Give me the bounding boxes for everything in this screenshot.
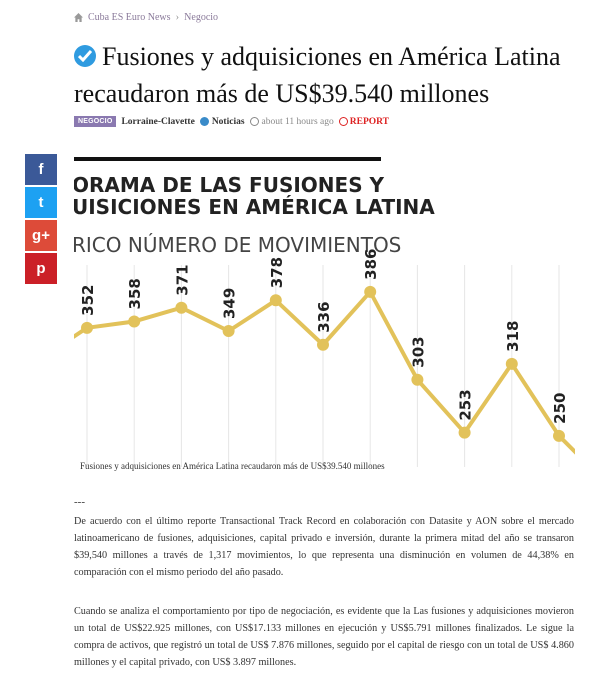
data-label: 318 (504, 321, 522, 352)
chart-title-line-2: UISICIONES EN AMÉRICA LATINA (74, 195, 435, 219)
timestamp-text: about 11 hours ago (261, 116, 334, 127)
data-point (505, 357, 518, 370)
home-icon (74, 12, 83, 22)
clock-icon (249, 117, 259, 126)
data-label: 358 (126, 278, 144, 309)
article-image-chart: ORAMA DE LAS FUSIONES Y UISICIONES EN AM… (74, 157, 575, 467)
data-point (317, 338, 329, 351)
data-label: 378 (268, 257, 286, 288)
data-point (222, 325, 235, 337)
category-link[interactable]: Noticias (199, 116, 245, 127)
data-point (553, 429, 565, 442)
article-meta: NEGOCIO Lorraine-Clavette Noticias about… (74, 116, 389, 127)
social-share-bar: f t g+ p (25, 154, 57, 286)
pinterest-icon: p (36, 260, 46, 277)
data-label: 352 (79, 285, 97, 316)
line-chart: ORAMA DE LAS FUSIONES Y UISICIONES EN AM… (74, 157, 575, 467)
report-label: REPORT (349, 116, 390, 127)
chart-top-rule (74, 157, 381, 161)
data-point (458, 426, 471, 439)
data-label: 253 (457, 389, 475, 420)
category-label: Noticias (211, 116, 245, 127)
article-paragraph-1: De acuerdo con el último reporte Transac… (74, 516, 574, 578)
pinterest-share-button[interactable]: p (25, 253, 57, 284)
data-label: 336 (315, 301, 333, 332)
data-label: 386 (362, 249, 380, 280)
chart-subtitle: RICO NÚMERO DE MOVIMIENTOS (74, 233, 401, 257)
google-plus-share-button[interactable]: g+ (25, 220, 57, 251)
category-badge[interactable]: NEGOCIO (74, 116, 117, 127)
data-point (364, 285, 377, 298)
article-paragraph-2: Cuando se analiza el comportamiento por … (74, 606, 574, 668)
article-title: Fusiones y adquisiciones en América Lati… (74, 38, 574, 112)
data-point (269, 294, 282, 307)
timestamp: about 11 hours ago (249, 116, 334, 127)
image-caption: Fusiones y adquisiciones en América Lati… (80, 461, 385, 471)
facebook-icon: f (38, 161, 44, 178)
twitter-icon: t (38, 194, 44, 211)
author-link[interactable]: Lorraine-Clavette (121, 116, 195, 127)
data-point (175, 301, 188, 314)
data-point (81, 321, 93, 334)
twitter-share-button[interactable]: t (25, 187, 57, 218)
category-icon (199, 117, 209, 126)
breadcrumb-section-link[interactable]: Negocio (184, 11, 219, 23)
facebook-share-button[interactable]: f (25, 154, 57, 185)
verified-check-icon (74, 45, 96, 67)
data-label: 349 (221, 288, 239, 319)
breadcrumb: Cuba ES Euro News › Negocio (74, 11, 218, 23)
report-icon (338, 117, 348, 126)
separator: --- (74, 496, 85, 508)
report-link[interactable]: REPORT (338, 116, 390, 127)
breadcrumb-site-link[interactable]: Cuba ES Euro News (88, 11, 171, 23)
data-point (411, 373, 424, 386)
data-label: 250 (551, 393, 569, 424)
data-label: 303 (409, 336, 427, 367)
chart-title-line-1: ORAMA DE LAS FUSIONES Y (74, 173, 385, 197)
google-plus-icon: g+ (32, 227, 50, 244)
article-title-text: Fusiones y adquisiciones en América Lati… (74, 42, 561, 108)
data-point (128, 315, 141, 328)
chevron-right-icon: › (175, 11, 180, 23)
data-label: 371 (173, 264, 191, 295)
